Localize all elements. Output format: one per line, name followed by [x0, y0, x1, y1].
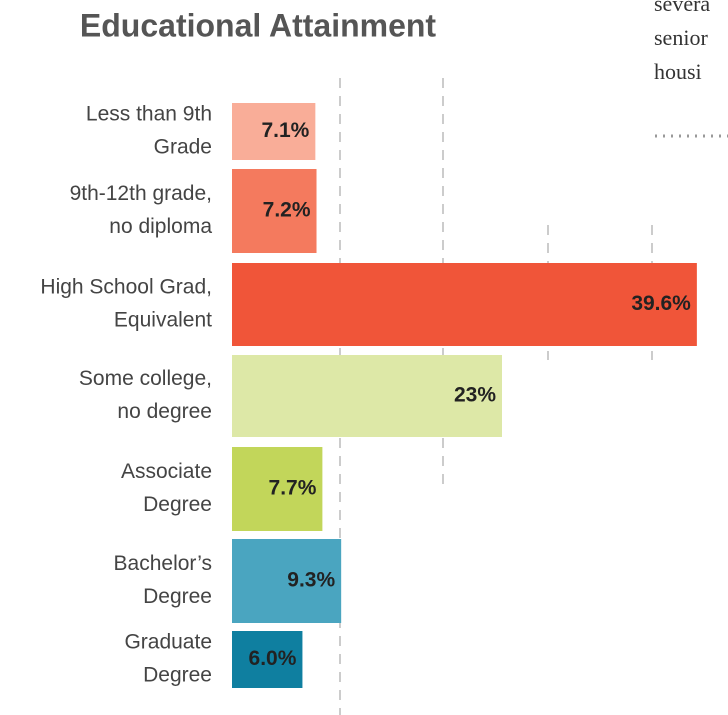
side-text: severa: [654, 0, 710, 16]
bar: [232, 631, 303, 688]
bar: [232, 539, 342, 623]
category-label: Equivalent: [114, 309, 212, 332]
category-label: Associate: [121, 460, 212, 483]
category-label: Degree: [143, 664, 212, 687]
value-label: 7.2%: [263, 199, 311, 222]
bar: [232, 103, 316, 160]
category-label: Bachelor’s: [114, 552, 212, 575]
category-label: Degree: [143, 493, 212, 516]
bar: [232, 355, 502, 437]
category-label: Graduate: [124, 631, 212, 654]
category-label: no diploma: [109, 215, 212, 238]
bar: [232, 169, 317, 253]
chart-title: Educational Attainment: [80, 7, 437, 43]
side-text: housi: [654, 59, 702, 84]
side-text: senior: [654, 25, 708, 50]
category-label: no degree: [117, 400, 212, 423]
value-label: 9.3%: [287, 569, 335, 592]
category-label: Less than 9th: [86, 103, 212, 126]
value-label: 6.0%: [249, 647, 297, 670]
category-label: Degree: [143, 585, 212, 608]
bar: [232, 263, 697, 346]
value-label: 7.7%: [269, 477, 317, 500]
category-label: 9th-12th grade,: [70, 182, 212, 205]
value-label: 39.6%: [631, 292, 691, 315]
value-label: 7.1%: [261, 119, 309, 142]
bar: [232, 447, 323, 531]
category-label: Grade: [154, 136, 212, 159]
value-label: 23%: [454, 384, 496, 407]
category-label: High School Grad,: [40, 276, 212, 299]
category-label: Some college,: [79, 367, 212, 390]
